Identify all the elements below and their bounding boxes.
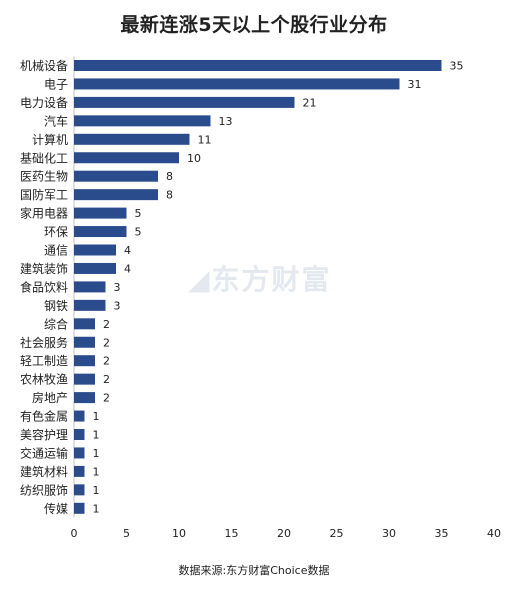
x-tick-label: 0 bbox=[71, 527, 78, 540]
data-label: 4 bbox=[124, 262, 131, 275]
bar bbox=[74, 207, 127, 219]
bar bbox=[74, 318, 95, 330]
data-label: 11 bbox=[198, 133, 212, 146]
bar bbox=[74, 244, 116, 256]
watermark-icon: ◢ bbox=[188, 263, 212, 296]
category-label: 美容护理 bbox=[20, 427, 68, 442]
x-tick-label: 5 bbox=[123, 527, 130, 540]
data-label: 5 bbox=[135, 207, 142, 220]
category-label: 计算机 bbox=[32, 132, 68, 147]
data-label: 35 bbox=[450, 60, 464, 73]
bar bbox=[74, 96, 295, 108]
x-tick-label: 40 bbox=[487, 527, 501, 540]
data-label: 2 bbox=[103, 318, 110, 331]
bar bbox=[74, 133, 190, 145]
category-label: 农林牧渔 bbox=[20, 373, 68, 387]
x-tick-label: 30 bbox=[382, 527, 396, 540]
bar bbox=[74, 336, 95, 348]
bar bbox=[74, 60, 442, 71]
bar bbox=[74, 152, 179, 164]
category-label: 社会服务 bbox=[20, 335, 68, 350]
category-label: 有色金属 bbox=[20, 409, 68, 424]
category-label: 建筑材料 bbox=[20, 464, 68, 479]
category-label: 传媒 bbox=[44, 501, 68, 516]
category-label: 轻工制造 bbox=[20, 354, 68, 368]
category-label: 交通运输 bbox=[20, 445, 68, 460]
x-tick-label: 20 bbox=[277, 527, 291, 540]
data-label: 21 bbox=[303, 96, 317, 109]
category-label: 建筑装饰 bbox=[20, 261, 68, 276]
data-label: 5 bbox=[135, 226, 142, 239]
category-label: 钢铁 bbox=[44, 299, 68, 313]
x-tick-label: 10 bbox=[172, 527, 186, 540]
data-label: 2 bbox=[103, 355, 110, 368]
bar bbox=[74, 281, 106, 293]
data-label: 3 bbox=[114, 299, 121, 312]
category-label: 汽车 bbox=[44, 113, 68, 128]
category-label: 基础化工 bbox=[20, 151, 68, 165]
bar bbox=[74, 465, 85, 477]
bar bbox=[74, 484, 85, 496]
data-label: 2 bbox=[103, 373, 110, 386]
data-label: 8 bbox=[166, 189, 173, 202]
x-tick-label: 25 bbox=[330, 527, 344, 540]
category-label: 机械设备 bbox=[20, 58, 68, 73]
category-label: 房地产 bbox=[32, 390, 68, 405]
data-label: 1 bbox=[93, 484, 100, 497]
category-label: 通信 bbox=[44, 244, 68, 258]
data-label: 4 bbox=[124, 244, 131, 257]
watermark-text: 东方财富 bbox=[211, 263, 332, 296]
bar bbox=[74, 170, 158, 182]
data-label: 1 bbox=[93, 502, 100, 515]
bar bbox=[74, 115, 211, 127]
bar bbox=[74, 429, 85, 440]
category-label: 国防军工 bbox=[20, 187, 68, 202]
category-label: 电子 bbox=[44, 77, 68, 91]
bar bbox=[74, 189, 158, 201]
data-label: 31 bbox=[408, 78, 422, 91]
category-label: 食品饮料 bbox=[20, 279, 68, 294]
data-label: 2 bbox=[103, 392, 110, 405]
category-label: 综合 bbox=[44, 316, 68, 331]
data-label: 13 bbox=[219, 115, 233, 128]
bar bbox=[74, 299, 106, 311]
category-label: 医药生物 bbox=[20, 170, 68, 184]
x-tick-label: 35 bbox=[435, 527, 449, 540]
data-label: 1 bbox=[93, 410, 100, 423]
bar bbox=[74, 78, 400, 90]
bar bbox=[74, 392, 95, 404]
data-label: 10 bbox=[187, 152, 201, 165]
bar bbox=[74, 226, 127, 238]
category-label: 纺织服饰 bbox=[20, 483, 68, 497]
x-tick-label: 15 bbox=[225, 527, 239, 540]
data-label: 1 bbox=[93, 429, 100, 442]
watermark-logo: ◢东方财富 bbox=[188, 258, 332, 298]
data-label: 3 bbox=[114, 281, 121, 294]
bar bbox=[74, 373, 95, 385]
data-label: 2 bbox=[103, 336, 110, 349]
bar bbox=[74, 502, 85, 514]
bar bbox=[74, 447, 85, 459]
chart-title: 最新连涨5天以上个股行业分布 bbox=[120, 14, 388, 36]
bar bbox=[74, 355, 95, 367]
bar bbox=[74, 262, 116, 274]
data-label: 8 bbox=[166, 170, 173, 183]
bar bbox=[74, 410, 85, 422]
category-label: 环保 bbox=[44, 225, 68, 239]
data-label: 1 bbox=[93, 465, 100, 478]
category-label: 家用电器 bbox=[20, 206, 68, 221]
data-label: 1 bbox=[93, 447, 100, 460]
chart-source: 数据来源:东方财富Choice数据 bbox=[178, 564, 330, 577]
category-label: 电力设备 bbox=[20, 96, 68, 110]
